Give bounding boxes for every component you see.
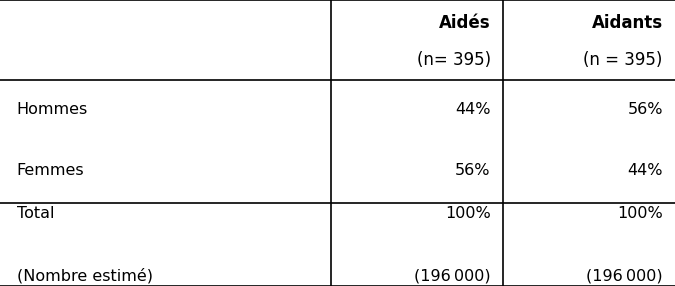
Text: Femmes: Femmes	[17, 163, 84, 178]
Text: (n= 395): (n= 395)	[416, 51, 491, 69]
Text: 56%: 56%	[455, 163, 491, 178]
Text: 100%: 100%	[617, 206, 663, 221]
Text: Total: Total	[17, 206, 55, 221]
Text: Aidants: Aidants	[592, 14, 663, 32]
Text: (Nombre estimé): (Nombre estimé)	[17, 268, 153, 284]
Text: 44%: 44%	[627, 163, 663, 178]
Text: (n = 395): (n = 395)	[583, 51, 663, 69]
Text: 44%: 44%	[455, 102, 491, 117]
Text: Aidés: Aidés	[439, 14, 491, 32]
Text: 100%: 100%	[445, 206, 491, 221]
Text: (196 000): (196 000)	[586, 269, 663, 283]
Text: Hommes: Hommes	[17, 102, 88, 117]
Text: (196 000): (196 000)	[414, 269, 491, 283]
Text: 56%: 56%	[627, 102, 663, 117]
